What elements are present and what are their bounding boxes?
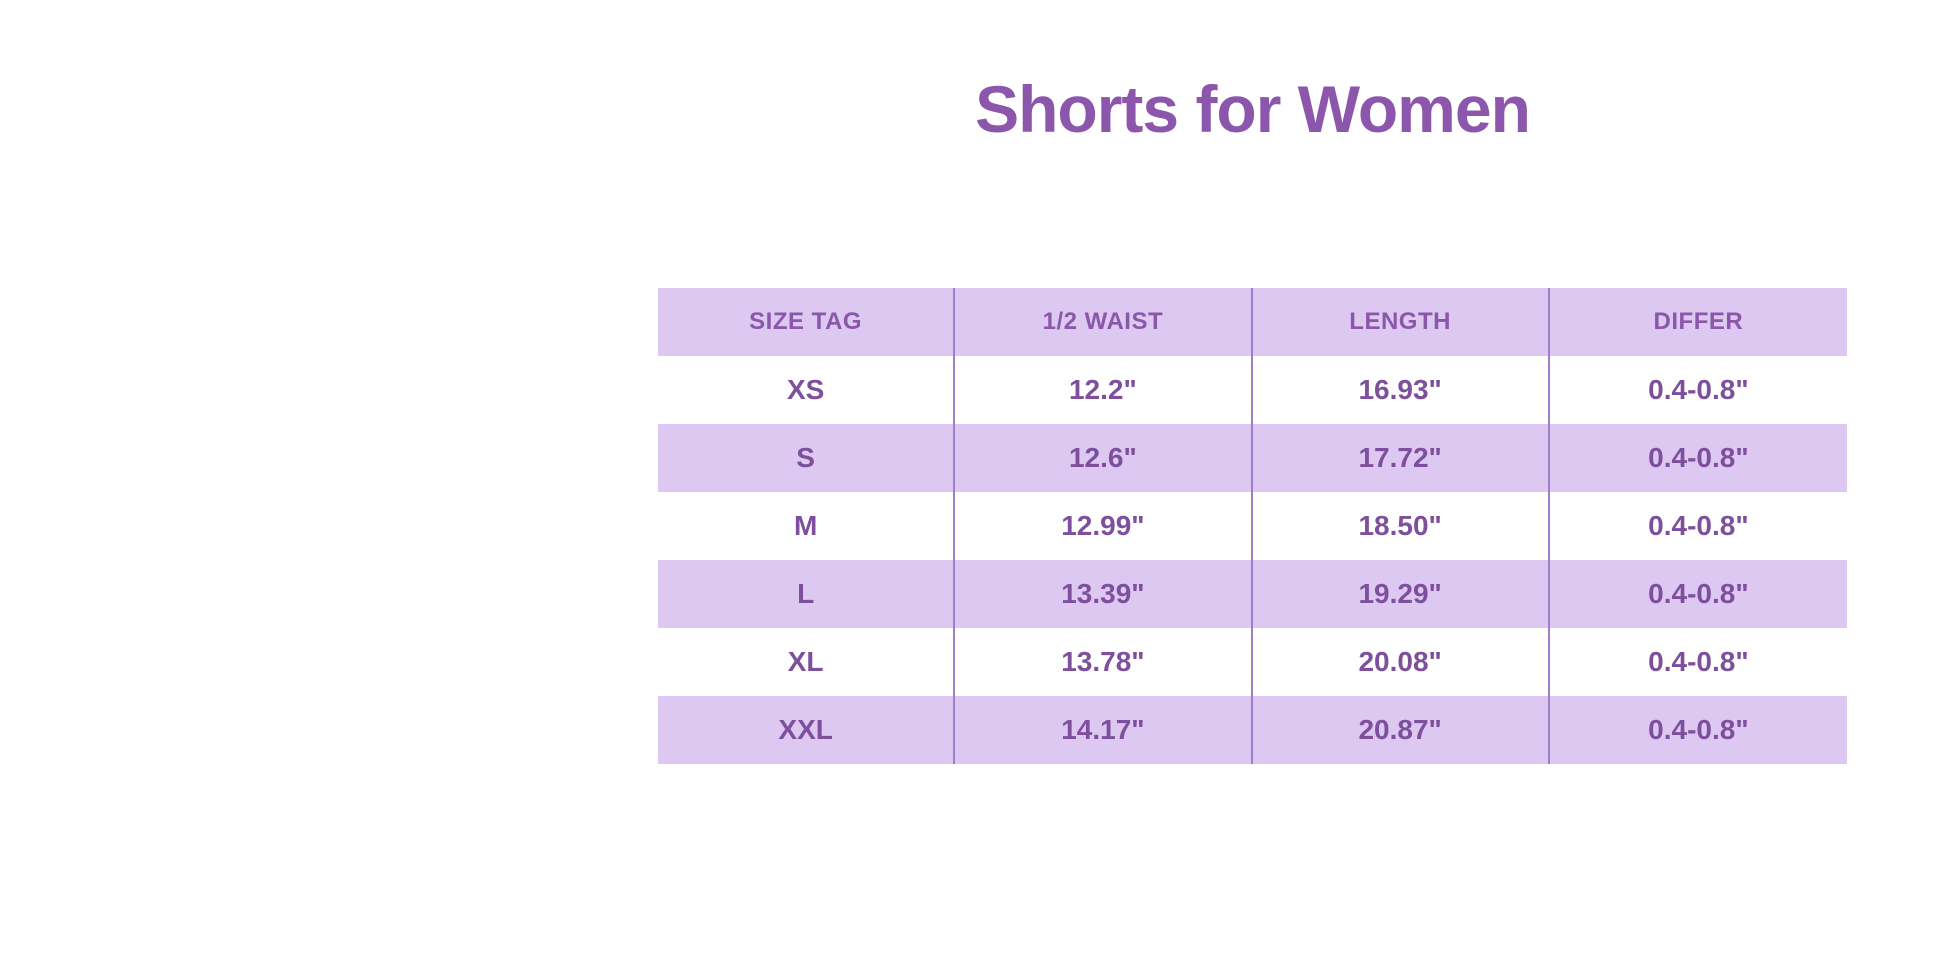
half-waist-cell: 13.78" bbox=[955, 628, 1253, 696]
differ-cell: 0.4-0.8" bbox=[1648, 714, 1749, 745]
length-cell: 20.87" bbox=[1253, 696, 1550, 764]
differ-cell: 0.4-0.8" bbox=[1648, 374, 1749, 405]
half-waist-cell: 13.39" bbox=[955, 560, 1253, 628]
half-waist-cell: 14.17" bbox=[955, 696, 1253, 764]
size-tag-cell: S bbox=[658, 424, 956, 492]
column-header-differ: DIFFER bbox=[1653, 308, 1744, 335]
half-waist-cell: 12.2" bbox=[955, 356, 1253, 424]
size-tag-cell: XXL bbox=[658, 696, 956, 764]
table-row-xxl: XXL 14.17" 20.87" 0.4-0.8" bbox=[658, 696, 1847, 764]
length-cell: 17.72" bbox=[1253, 424, 1550, 492]
size-chart-table: SIZE TAG 1/2 WAIST LENGTH DIFFER XS 12.2… bbox=[658, 288, 1847, 764]
size-tag-cell: XS bbox=[658, 356, 956, 424]
table-row-l: L 13.39" 19.29" 0.4-0.8" bbox=[658, 560, 1847, 628]
half-waist-cell: 12.99" bbox=[955, 492, 1253, 560]
table-row-s: S 12.6" 17.72" 0.4-0.8" bbox=[658, 424, 1847, 492]
length-cell: 16.93" bbox=[1253, 356, 1550, 424]
size-tag-cell: XL bbox=[658, 628, 956, 696]
page-title: Shorts for Women bbox=[975, 72, 1531, 146]
column-header-length: LENGTH bbox=[1253, 288, 1550, 356]
differ-cell: 0.4-0.8" bbox=[1648, 442, 1749, 473]
column-header-size-tag: SIZE TAG bbox=[658, 288, 956, 356]
differ-cell: 0.4-0.8" bbox=[1648, 646, 1749, 677]
differ-cell: 0.4-0.8" bbox=[1648, 578, 1749, 609]
length-cell: 19.29" bbox=[1253, 560, 1550, 628]
column-header-half-waist: 1/2 WAIST bbox=[955, 288, 1253, 356]
size-tag-cell: M bbox=[658, 492, 956, 560]
differ-cell: 0.4-0.8" bbox=[1648, 510, 1749, 541]
length-cell: 20.08" bbox=[1253, 628, 1550, 696]
half-waist-cell: 12.6" bbox=[955, 424, 1253, 492]
table-row-xs: XS 12.2" 16.93" 0.4-0.8" bbox=[658, 356, 1847, 424]
size-tag-cell: L bbox=[658, 560, 956, 628]
table-header-row: SIZE TAG 1/2 WAIST LENGTH DIFFER bbox=[658, 288, 1847, 356]
table-row-m: M 12.99" 18.50" 0.4-0.8" bbox=[658, 492, 1847, 560]
table-row-xl: XL 13.78" 20.08" 0.4-0.8" bbox=[658, 628, 1847, 696]
length-cell: 18.50" bbox=[1253, 492, 1550, 560]
